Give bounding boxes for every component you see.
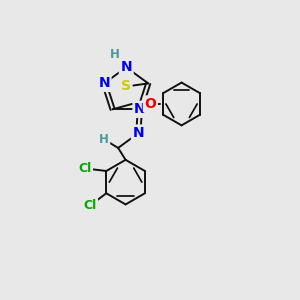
Text: N: N [98,76,110,90]
Text: Cl: Cl [83,199,97,212]
Text: N: N [120,60,132,74]
Text: N: N [134,102,146,116]
Text: S: S [121,80,131,93]
Text: O: O [144,97,156,111]
Text: H: H [110,48,120,62]
Text: H: H [99,133,109,146]
Text: Cl: Cl [78,162,92,175]
Text: N: N [133,126,144,140]
